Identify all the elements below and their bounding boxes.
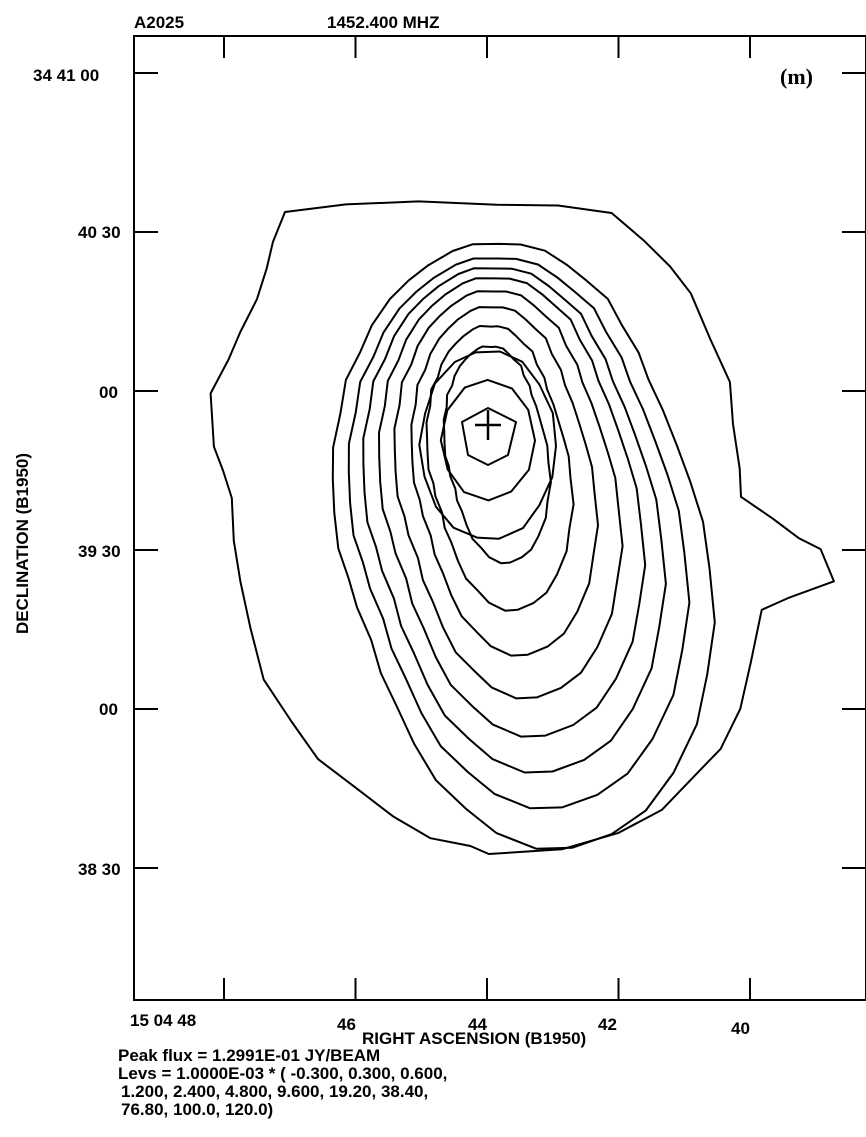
contour-6 [393, 290, 624, 700]
contour-2 [331, 242, 716, 850]
plot-border [133, 35, 866, 1001]
y-tick-label-5: 38 30 [78, 860, 121, 879]
chart-frequency: 1452.400 MHZ [327, 13, 440, 32]
contour-3 [347, 257, 691, 810]
x-tick-label-2: 44 [468, 1015, 487, 1034]
x-tick-label-3: 42 [598, 1015, 617, 1034]
chart-title: A2025 [134, 13, 185, 32]
y-tick-label-4: 00 [99, 700, 118, 719]
panel-label: (m) [780, 64, 813, 89]
peak-marker [475, 410, 501, 440]
levels-text-2: 1.200, 2.400, 4.800, 9.600, 19.20, 38.40… [121, 1082, 429, 1101]
x-tick-label-4: 40 [731, 1019, 750, 1038]
x-tick-label-1: 46 [337, 1015, 356, 1034]
contour-7 [410, 306, 599, 657]
x-axis-label: RIGHT ASCENSION (B1950) [362, 1029, 587, 1048]
y-tick-label-3: 39 30 [78, 542, 121, 561]
levels-text-1: Levs = 1.0000E-03 * ( -0.300, 0.300, 0.6… [118, 1064, 448, 1083]
x-tick-label-0: 15 04 48 [130, 1011, 197, 1030]
levels-text-3: 76.80, 100.0, 120.0) [121, 1100, 274, 1119]
y-tick-label-2: 00 [99, 383, 118, 402]
contour-10 [418, 350, 557, 540]
footer-notes: Peak flux = 1.2991E-01 JY/BEAM Levs = 1.… [118, 1047, 447, 1119]
y-tick-label-0: 34 41 00 [33, 66, 100, 85]
y-axis-label: DECLINATION (B1950) [13, 452, 32, 634]
contour-11 [439, 378, 536, 502]
contour-8 [425, 325, 575, 612]
contour-lines [209, 200, 835, 855]
y-tick-label-1: 40 30 [78, 223, 121, 242]
contour-4 [362, 267, 667, 774]
plot-frame [133, 35, 866, 1001]
contour-1 [209, 200, 835, 855]
axis-ticks [134, 36, 866, 1000]
peak-flux-text: Peak flux = 1.2991E-01 JY/BEAM [118, 1046, 381, 1065]
contour-12 [461, 407, 517, 466]
contour-5 [378, 277, 647, 738]
